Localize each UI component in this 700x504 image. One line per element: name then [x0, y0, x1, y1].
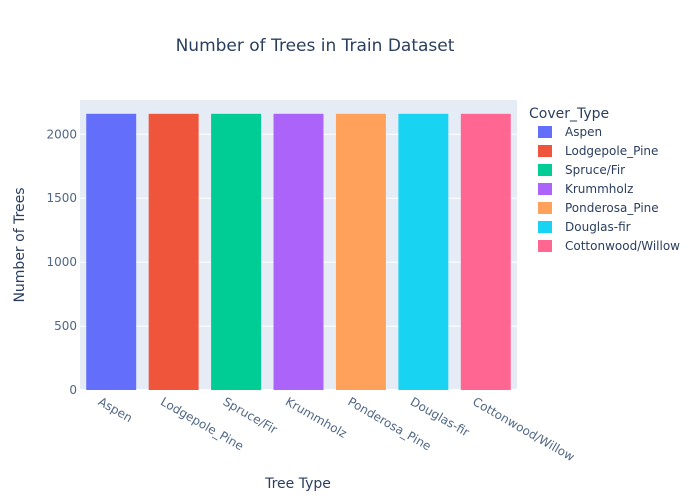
- y-tick-label: 500: [54, 319, 77, 333]
- legend-swatch[interactable]: [538, 145, 552, 157]
- bar-aspen[interactable]: [86, 113, 137, 391]
- bar-krummholz[interactable]: [273, 113, 324, 391]
- y-tick-label: 2000: [46, 127, 77, 141]
- legend-label[interactable]: Ponderosa_Pine: [565, 201, 659, 215]
- legend-swatch[interactable]: [538, 183, 552, 195]
- chart-title: Number of Trees in Train Dataset: [176, 36, 455, 56]
- bar-cottonwood-willow[interactable]: [460, 113, 511, 391]
- bars: [86, 113, 511, 391]
- legend-label[interactable]: Lodgepole_Pine: [565, 144, 658, 158]
- bar-lodgepole-pine[interactable]: [148, 113, 199, 391]
- x-tick-label: Cottonwood/Willow: [470, 394, 577, 464]
- legend-title: Cover_Type: [529, 106, 609, 122]
- legend-swatch[interactable]: [538, 126, 552, 138]
- legend-swatch[interactable]: [538, 221, 552, 233]
- legend-label[interactable]: Aspen: [565, 125, 602, 139]
- bar-ponderosa-pine[interactable]: [335, 113, 386, 391]
- y-axis-ticks: 0 500 1000 1500 2000: [46, 127, 77, 397]
- legend-swatch[interactable]: [538, 164, 552, 176]
- x-tick-label: Spruce/Fir: [221, 394, 280, 436]
- y-tick-label: 0: [69, 383, 77, 397]
- legend-label[interactable]: Cottonwood/Willow: [565, 239, 680, 253]
- legend-swatch[interactable]: [538, 240, 552, 252]
- legend-label[interactable]: Spruce/Fir: [565, 163, 625, 177]
- legend-items: Aspen Lodgepole_Pine Spruce/Fir Krummholz Po…: [538, 125, 680, 253]
- bar-douglas-fir[interactable]: [398, 113, 449, 391]
- y-tick-label: 1000: [46, 255, 77, 269]
- legend-swatch[interactable]: [538, 202, 552, 214]
- x-tick-label: Krummholz: [283, 394, 349, 440]
- legend-label[interactable]: Douglas-fir: [565, 220, 631, 234]
- legend-label[interactable]: Krummholz: [565, 182, 633, 196]
- x-tick-label: Aspen: [96, 394, 135, 425]
- y-axis-title: Number of Trees: [12, 187, 28, 302]
- bar-spruce-fir[interactable]: [211, 113, 262, 391]
- y-tick-label: 1500: [46, 191, 77, 205]
- legend: Cover_Type Aspen Lodgepole_Pine Spruce/Fir…: [529, 106, 680, 253]
- x-axis-title: Tree Type: [264, 476, 331, 492]
